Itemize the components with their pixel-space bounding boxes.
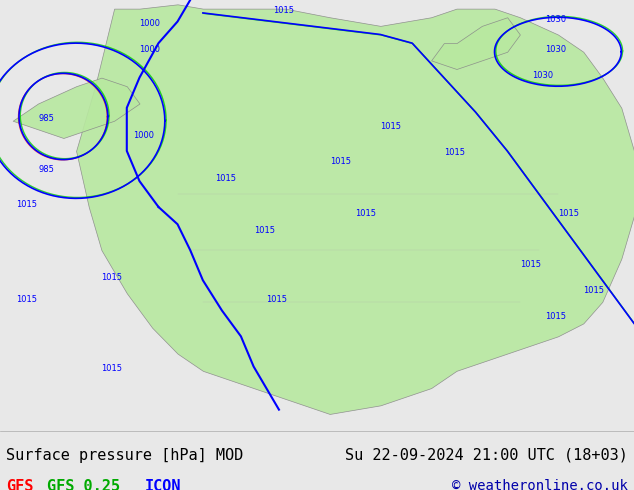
Text: 1015: 1015: [101, 273, 122, 282]
Text: 1000: 1000: [139, 45, 160, 54]
Text: 1015: 1015: [216, 174, 236, 183]
Text: 1015: 1015: [583, 286, 604, 295]
Text: 1015: 1015: [266, 295, 287, 304]
Text: 1030: 1030: [533, 71, 553, 79]
Text: 1015: 1015: [16, 200, 37, 209]
Text: 1015: 1015: [355, 209, 376, 218]
Text: 1000: 1000: [133, 131, 154, 140]
Text: 1015: 1015: [16, 295, 37, 304]
Text: 1000: 1000: [139, 19, 160, 28]
Text: 1015: 1015: [520, 260, 541, 270]
Text: 1030: 1030: [545, 45, 566, 54]
Text: 985: 985: [38, 166, 54, 174]
Text: 1015: 1015: [254, 226, 275, 235]
Text: 1015: 1015: [444, 148, 465, 157]
Text: 1030: 1030: [545, 15, 566, 24]
Text: GFS 0.25: GFS 0.25: [47, 479, 120, 490]
Text: ICON: ICON: [145, 479, 181, 490]
Text: 1015: 1015: [380, 122, 401, 131]
Text: 1015: 1015: [273, 6, 294, 15]
Text: 1015: 1015: [330, 157, 351, 166]
Text: 1015: 1015: [545, 312, 566, 321]
Text: Su 22-09-2024 21:00 UTC (18+03): Su 22-09-2024 21:00 UTC (18+03): [345, 448, 628, 463]
Text: GFS: GFS: [6, 479, 34, 490]
Text: 1015: 1015: [558, 209, 579, 218]
Text: Surface pressure [hPa] MOD: Surface pressure [hPa] MOD: [6, 448, 243, 463]
Text: © weatheronline.co.uk: © weatheronline.co.uk: [452, 479, 628, 490]
Text: 1015: 1015: [101, 364, 122, 373]
Text: 985: 985: [38, 114, 54, 122]
